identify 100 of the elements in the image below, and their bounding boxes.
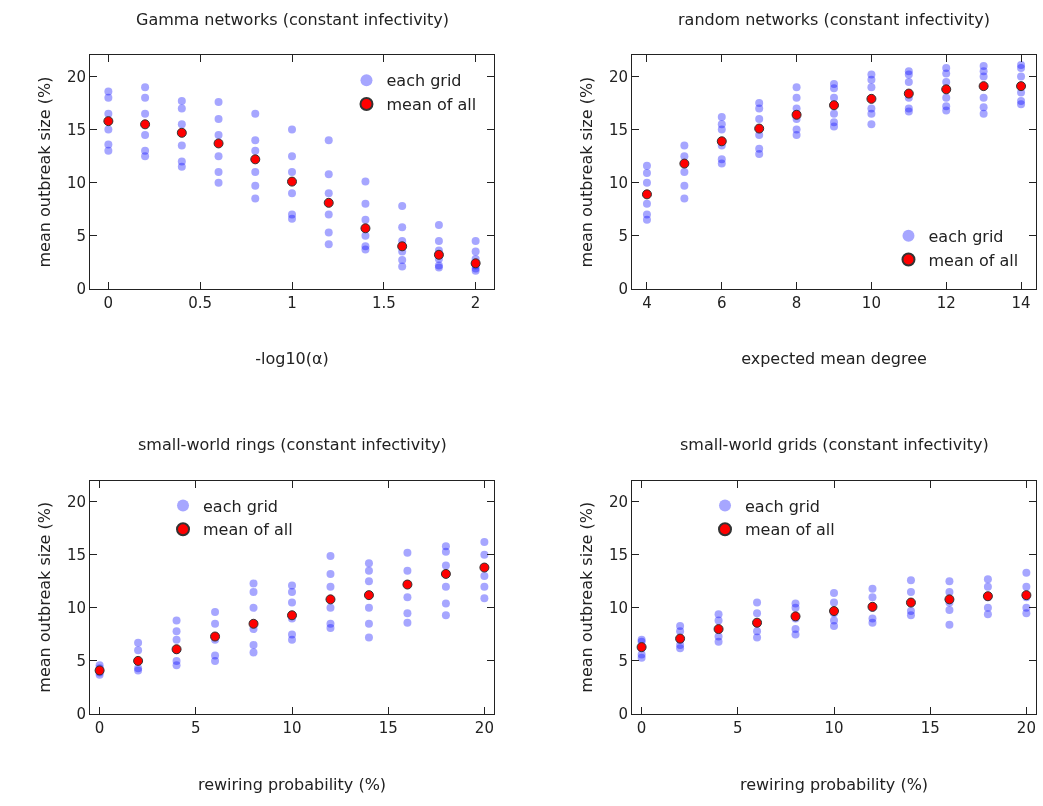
- point: [325, 594, 336, 605]
- point: [172, 635, 181, 644]
- point: [1022, 603, 1031, 612]
- point: [983, 603, 992, 612]
- x-tick-label: 20: [1016, 718, 1036, 737]
- point: [364, 577, 373, 586]
- point: [905, 597, 916, 608]
- point: [753, 609, 762, 618]
- point: [791, 625, 800, 634]
- point: [868, 593, 877, 602]
- legend-label: each grid: [745, 496, 821, 516]
- y-tick-label: 20: [608, 67, 628, 86]
- legend-label: each grid: [928, 226, 1004, 246]
- point: [716, 136, 727, 147]
- point: [288, 630, 296, 639]
- point: [941, 84, 952, 95]
- x-tick-label: 0.5: [188, 293, 213, 312]
- y-tick-label: 10: [608, 173, 628, 192]
- point: [288, 598, 296, 607]
- legend-label: each grid: [386, 71, 462, 91]
- point: [250, 154, 261, 165]
- y-tick-label: 5: [76, 652, 86, 671]
- point: [287, 610, 297, 621]
- point: [402, 579, 413, 590]
- point: [830, 598, 838, 607]
- point: [753, 633, 762, 642]
- y-tick-label: 10: [608, 599, 628, 618]
- point: [945, 620, 954, 629]
- point: [326, 619, 335, 628]
- x-tick-label: 20: [474, 718, 494, 737]
- point: [403, 566, 412, 575]
- point: [326, 551, 335, 560]
- x-tick-label: 15: [378, 718, 398, 737]
- point: [441, 599, 450, 608]
- point: [326, 603, 335, 612]
- point: [364, 619, 373, 628]
- x-tick-label: 0: [103, 293, 114, 312]
- point: [360, 223, 371, 234]
- point: [211, 651, 220, 660]
- y-tick-label: 0: [76, 705, 86, 724]
- point: [906, 587, 915, 596]
- point: [641, 189, 652, 200]
- y-tick-label: 10: [66, 599, 86, 618]
- x-tick-label: 0: [94, 718, 105, 737]
- point: [249, 640, 258, 649]
- point: [134, 646, 143, 655]
- legend-label: mean of all: [386, 95, 477, 115]
- legend-label: each grid: [203, 496, 279, 516]
- x-axis-title: rewiring probability (%): [739, 774, 929, 794]
- point: [249, 648, 258, 657]
- y-axis-title: mean outbreak size (%): [576, 76, 596, 268]
- point: [868, 584, 877, 593]
- point: [288, 587, 296, 596]
- point: [403, 618, 412, 627]
- x-tick-label: 0: [636, 718, 647, 737]
- point: [211, 619, 220, 628]
- point: [480, 550, 489, 559]
- y-tick-label: 15: [66, 546, 86, 565]
- point: [829, 100, 839, 111]
- point: [983, 582, 992, 591]
- point: [363, 590, 374, 601]
- y-tick-label: 15: [608, 120, 628, 139]
- point: [679, 158, 690, 169]
- legend-label: mean of all: [203, 520, 293, 540]
- y-tick-label: 15: [66, 120, 86, 139]
- point: [403, 548, 412, 557]
- y-tick-label: 0: [618, 279, 628, 298]
- point: [830, 616, 838, 625]
- x-tick-label: 10: [282, 718, 302, 737]
- chart-title: small-world rings (constant infectivity): [138, 435, 447, 454]
- point: [1022, 568, 1031, 577]
- point: [103, 116, 114, 127]
- x-tick-label: 5: [733, 718, 743, 737]
- point: [753, 598, 762, 607]
- point: [441, 582, 450, 591]
- x-tick-label: 14: [1011, 293, 1031, 312]
- x-tick-label: 4: [642, 293, 652, 312]
- point: [714, 610, 723, 619]
- point: [364, 566, 373, 575]
- point: [364, 633, 373, 642]
- point: [140, 119, 151, 130]
- point: [364, 603, 373, 612]
- point: [287, 176, 297, 187]
- point: [945, 577, 954, 586]
- y-axis-title: mean outbreak size (%): [576, 501, 596, 693]
- point: [676, 621, 685, 630]
- y-tick-label: 10: [66, 173, 86, 192]
- y-axis-title: mean outbreak size (%): [34, 501, 54, 693]
- point: [480, 572, 489, 581]
- point: [978, 81, 989, 92]
- y-tick-label: 0: [76, 279, 86, 298]
- point: [440, 568, 451, 579]
- point: [868, 614, 877, 623]
- point: [480, 594, 489, 603]
- point: [172, 656, 181, 665]
- point: [211, 608, 220, 617]
- point: [791, 109, 802, 120]
- x-axis-title: rewiring probability (%): [197, 774, 387, 794]
- point: [248, 618, 259, 629]
- y-tick-label: 5: [618, 226, 628, 245]
